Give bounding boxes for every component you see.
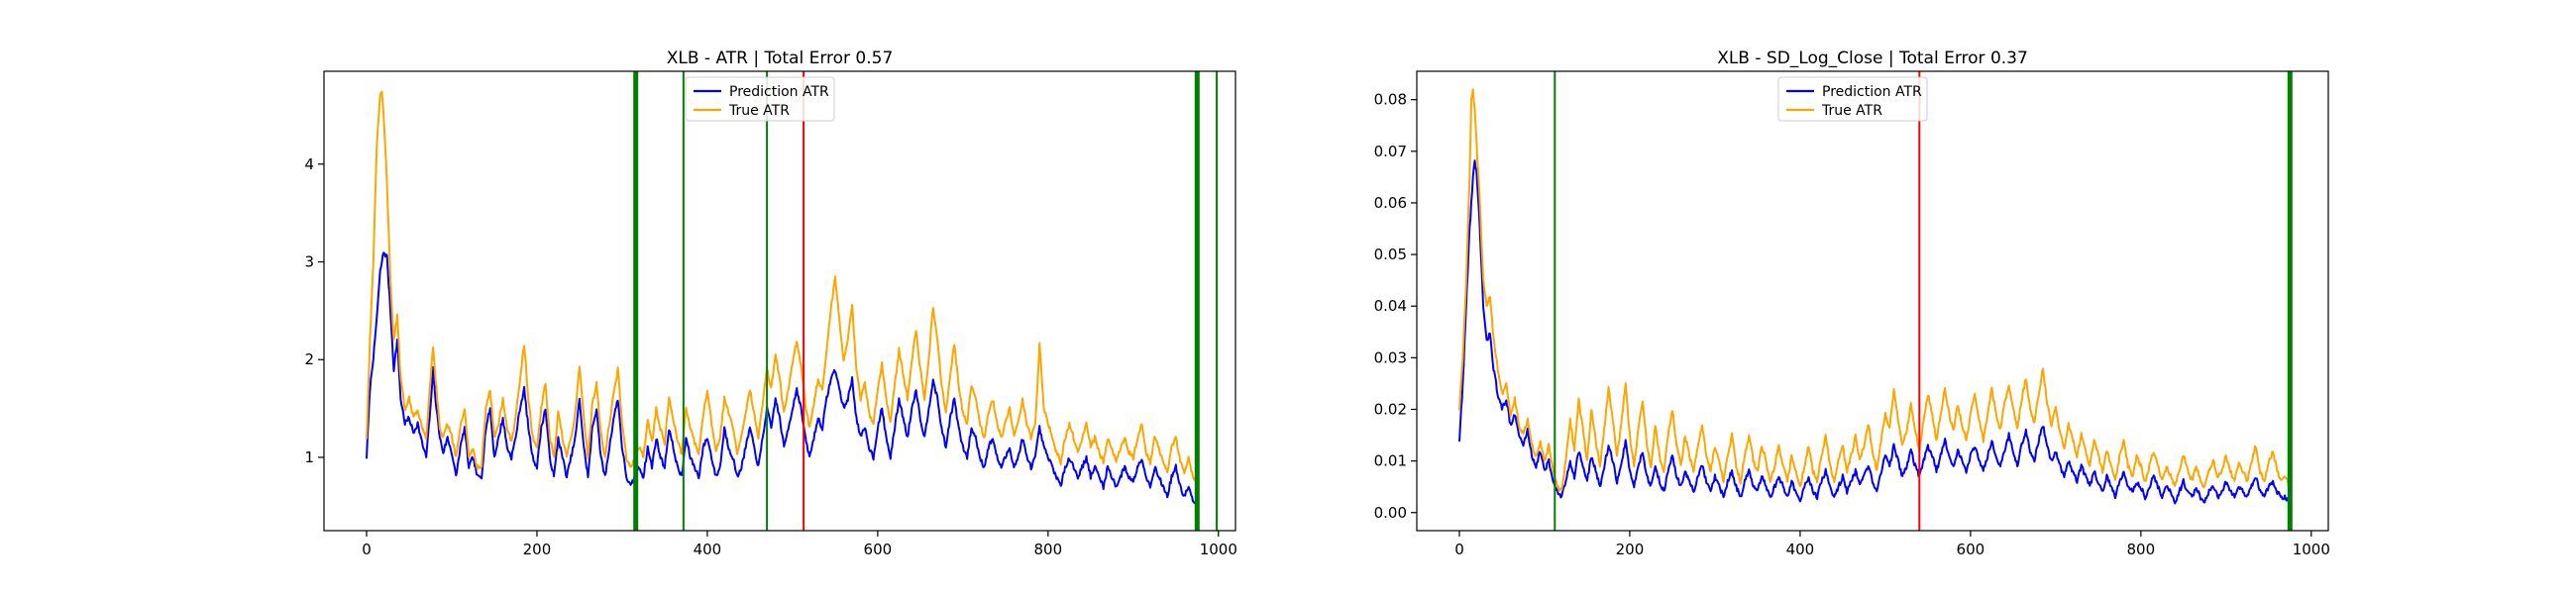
y-tick-label: 0.03 [1374, 348, 1407, 366]
legend-label-true: True ATR [1821, 103, 1882, 119]
x-tick-label: 0 [362, 541, 372, 558]
y-tick-label: 0.06 [1374, 194, 1407, 212]
marker-lines [633, 71, 1219, 531]
series-group [1458, 88, 2291, 505]
x-tick-label: 0 [1454, 541, 1464, 558]
axes-frame [323, 70, 1236, 532]
legend-box [1777, 76, 1928, 122]
x-axis: 0 200 400 600 800 1000 [1454, 531, 2330, 558]
x-tick-label: 800 [2127, 541, 2156, 558]
x-tick-label: 400 [694, 541, 722, 558]
y-tick-label: 2 [304, 350, 314, 368]
x-tick-label: 1000 [1200, 541, 1237, 558]
series-line-true [366, 90, 1198, 483]
y-tick-label: 0.05 [1374, 246, 1407, 263]
y-tick-label: 4 [304, 155, 314, 173]
y-axis: 0.00 0.01 0.02 0.03 0.04 0.05 0.06 0.07 0.08 [1374, 91, 1417, 522]
x-tick-label: 200 [523, 541, 552, 558]
y-tick-label: 0.02 [1374, 400, 1407, 418]
legend-label-prediction: Prediction ATR [1822, 84, 1922, 100]
y-tick-label: 0.00 [1374, 504, 1407, 522]
chart-title: XLB - ATR | Total Error 0.57 [667, 49, 894, 68]
marker-lines [1554, 71, 2293, 531]
legend-box [685, 76, 835, 122]
x-tick-label: 600 [1957, 541, 1986, 558]
x-tick-label: 200 [1616, 541, 1645, 558]
y-axis: 1 2 3 4 [304, 155, 324, 466]
x-tick-label: 1000 [2293, 541, 2330, 558]
series-line-prediction [366, 251, 1198, 507]
x-tick-label: 800 [1034, 541, 1063, 558]
series-line-true [1458, 88, 2291, 493]
x-tick-label: 400 [1786, 541, 1815, 558]
x-tick-label: 600 [864, 541, 893, 558]
legend-label-prediction: Prediction ATR [729, 84, 829, 100]
y-tick-label: 3 [304, 253, 314, 271]
chart-title: XLB - SD_Log_Close | Total Error 0.37 [1717, 49, 2028, 68]
y-tick-label: 0.01 [1374, 452, 1407, 470]
y-tick-label: 0.07 [1374, 143, 1407, 160]
chart-sd-log-close: XLB - SD_Log_Close | Total Error 0.37 0 2… [1374, 49, 2330, 558]
y-tick-label: 1 [304, 448, 314, 466]
series-line-prediction [1458, 159, 2291, 505]
y-tick-label: 0.04 [1374, 297, 1407, 315]
y-tick-label: 0.08 [1374, 91, 1407, 109]
legend: Prediction ATR True ATR [685, 76, 835, 122]
legend: Prediction ATR True ATR [1777, 76, 1928, 122]
x-axis: 0 200 400 600 800 1000 [362, 531, 1237, 558]
axes-frame [1416, 70, 2329, 532]
chart-atr: XLB - ATR | Total Error 0.57 0 200 400 600 8… [304, 49, 1236, 558]
series-group [366, 90, 1198, 507]
legend-label-true: True ATR [728, 103, 790, 119]
